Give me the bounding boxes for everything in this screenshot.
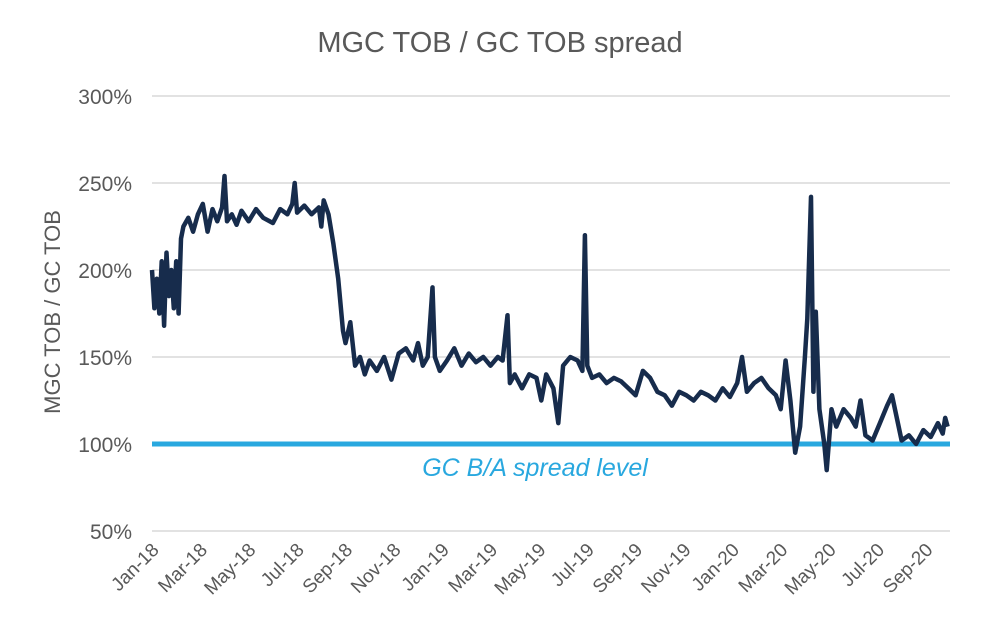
data-line — [149, 173, 950, 473]
chart-title: MGC TOB / GC TOB spread — [317, 27, 682, 59]
x-tick-label: May-19 — [491, 540, 551, 600]
x-tick-label: Jan-18 — [108, 540, 164, 596]
y-axis-label: MGC TOB / GC TOB — [40, 210, 65, 414]
x-tick-label: Sep-19 — [589, 540, 647, 598]
x-tick-label: May-18 — [201, 540, 261, 600]
y-tick-label: 50% — [90, 521, 132, 544]
x-tick-label: Sep-20 — [879, 540, 937, 598]
x-tick-label: Sep-18 — [299, 540, 357, 598]
y-tick-label: 100% — [78, 434, 132, 457]
x-tick-label: Nov-19 — [637, 540, 695, 598]
y-tick-label: 150% — [78, 347, 132, 370]
x-tick-label: Nov-18 — [347, 540, 405, 598]
y-tick-label: 300% — [78, 86, 132, 109]
x-tick-label: May-20 — [781, 540, 841, 600]
y-tick-label: 200% — [78, 260, 132, 283]
y-tick-label: 250% — [78, 173, 132, 196]
x-tick-label: Jan-20 — [688, 540, 744, 596]
x-tick-label: Jan-19 — [398, 540, 454, 596]
reference-label: GC B/A spread level — [422, 454, 649, 482]
